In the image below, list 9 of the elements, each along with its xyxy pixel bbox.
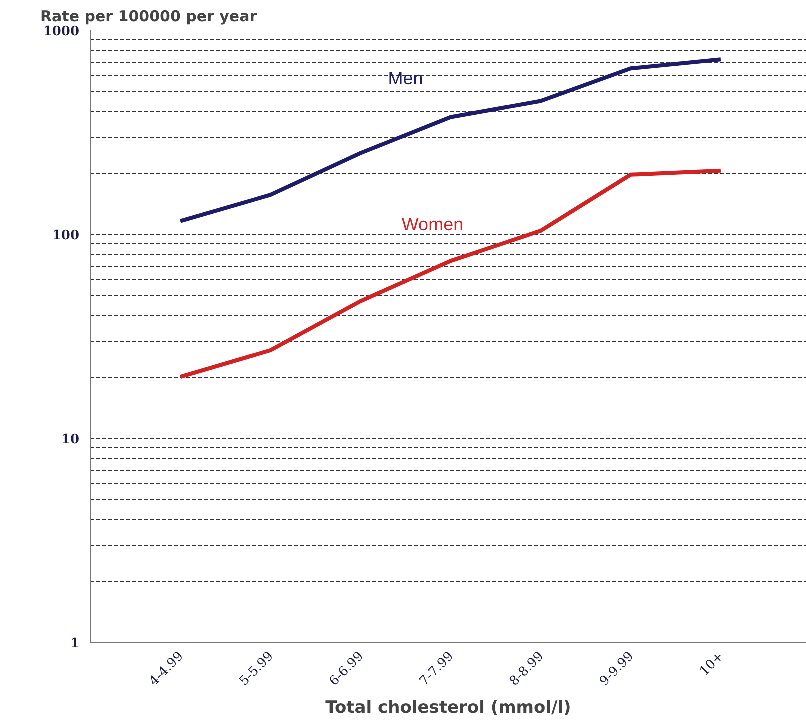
line-series [178,168,723,380]
x-tick-label: 10+ [697,649,728,680]
y-tick-label: 100 [52,228,80,244]
y-tick-label: 1 [70,636,80,652]
y-tick-label: 1000 [43,24,80,40]
y-axis-title: Rate per 100000 per year [40,8,258,26]
x-axis-title: Total cholesterol (mmol/l) [326,698,572,718]
series-label: Women [402,214,464,234]
y-tick-label: 10 [61,432,80,448]
